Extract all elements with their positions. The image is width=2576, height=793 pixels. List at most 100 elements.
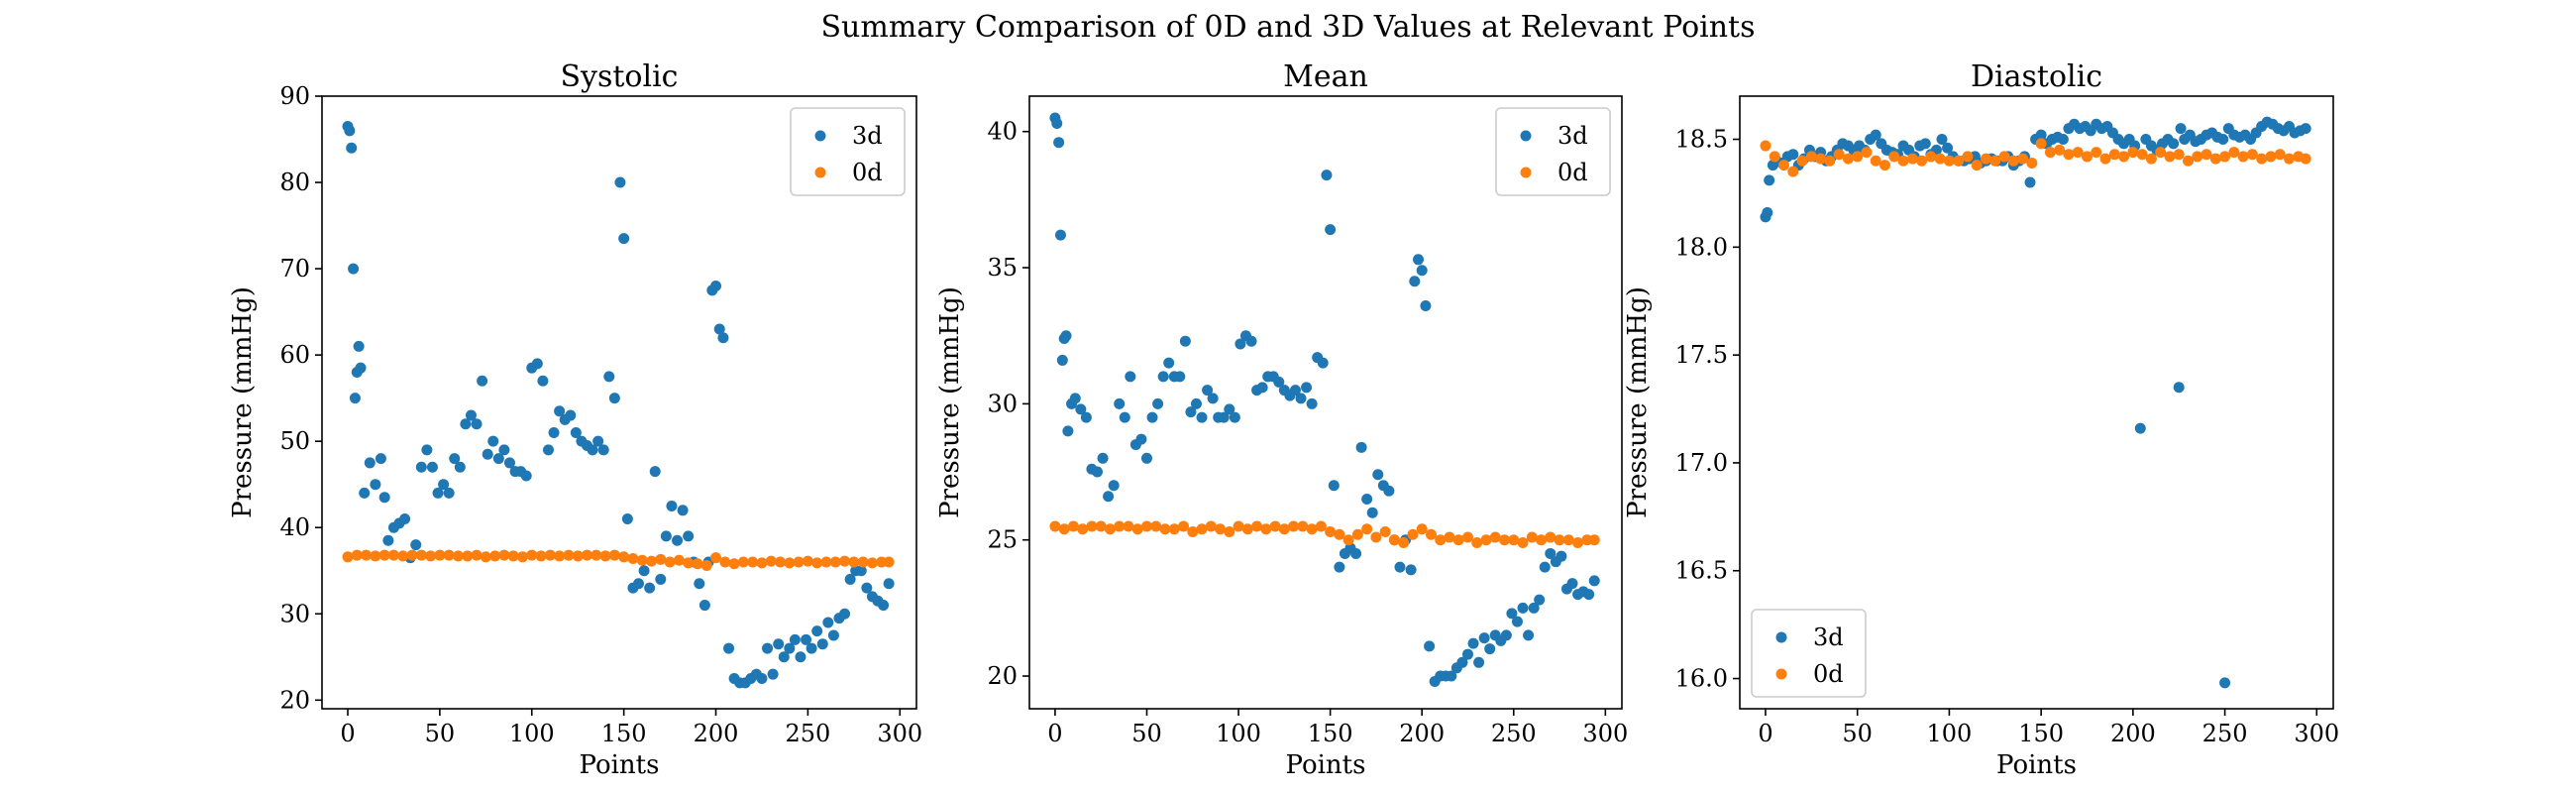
point-3d [1478, 632, 1490, 644]
x-tick-label: 50 [425, 720, 456, 747]
point-0d [1916, 155, 1928, 167]
point-0d [1879, 160, 1891, 171]
y-tick-label: 20 [279, 686, 310, 714]
point-0d [1077, 523, 1089, 535]
point-3d [1103, 491, 1115, 503]
point-0d [1998, 151, 2010, 163]
point-3d [2057, 134, 2069, 146]
point-3d [1256, 382, 1268, 394]
legend-marker-3d [1520, 130, 1532, 142]
point-0d [1833, 149, 1845, 161]
point-0d [2173, 149, 2185, 161]
x-tick-label: 100 [1216, 720, 1261, 747]
point-3d [1500, 629, 1512, 641]
point-3d [1394, 561, 1406, 573]
point-0d [1554, 534, 1565, 546]
point-3d [1534, 594, 1546, 606]
point-0d [1471, 536, 1483, 548]
point-0d [1934, 153, 1946, 165]
x-axis-label: Points [1286, 750, 1366, 780]
legend-label-0d: 0d [852, 159, 883, 186]
point-0d [1278, 523, 1290, 535]
point-0d [1815, 153, 1827, 165]
point-0d [1416, 523, 1428, 535]
point-0d [462, 550, 474, 562]
x-tick-label: 0 [1758, 720, 1772, 747]
point-3d [1317, 357, 1329, 369]
point-0d [1067, 520, 1079, 532]
point-3d [1056, 354, 1068, 366]
point-3d [1234, 338, 1246, 350]
point-3d [784, 642, 796, 654]
point-0d [683, 557, 695, 569]
point-3d [1383, 485, 1395, 497]
point-3d [542, 444, 554, 456]
point-0d [590, 549, 602, 561]
point-0d [1379, 525, 1391, 537]
legend-marker-3d [1775, 631, 1787, 643]
point-3d [432, 487, 444, 499]
point-3d [2035, 129, 2047, 141]
data-points [342, 120, 895, 689]
y-tick-label: 40 [987, 118, 1018, 146]
point-3d [1456, 656, 1468, 668]
point-0d [1824, 155, 1836, 167]
point-0d [1150, 520, 1162, 532]
point-3d [1506, 608, 1518, 620]
legend-marker-0d [1775, 668, 1787, 680]
point-3d [370, 479, 381, 491]
subplot-1: Mean 0 50 100 150 200 250 300 20 25 30 35 40 Points Pr… [935, 59, 1628, 780]
point-3d [1080, 411, 1092, 423]
point-0d [572, 550, 584, 562]
point-3d [1936, 134, 1948, 146]
point-0d [1508, 534, 1520, 546]
point-0d [2136, 149, 2148, 161]
legend-marker-3d [814, 130, 826, 142]
point-0d [756, 557, 768, 569]
x-tick-label: 200 [2110, 720, 2156, 747]
point-3d [449, 453, 461, 465]
point-3d [1108, 480, 1120, 492]
point-0d [1562, 534, 1574, 546]
point-0d [1288, 520, 1300, 532]
point-3d [454, 461, 466, 473]
point-0d [351, 549, 363, 561]
point-0d [848, 556, 860, 568]
point-3d [1054, 229, 1066, 241]
y-tick-label: 25 [987, 526, 1018, 554]
x-tick-label: 250 [1491, 720, 1537, 747]
point-0d [1159, 523, 1171, 535]
point-3d [778, 651, 790, 663]
x-tick-label: 0 [1047, 720, 1062, 747]
point-3d [492, 453, 504, 465]
point-0d [1452, 534, 1464, 546]
point-3d [1174, 371, 1186, 383]
point-0d [1398, 536, 1410, 548]
point-0d [2300, 153, 2311, 165]
point-3d [1350, 547, 1362, 559]
point-3d [1583, 589, 1595, 601]
point-0d [1131, 523, 1143, 535]
point-3d [698, 600, 710, 612]
point-0d [1489, 531, 1501, 543]
point-0d [719, 556, 731, 568]
point-0d [1325, 525, 1337, 537]
x-tick-label: 200 [694, 720, 739, 747]
point-3d [1787, 149, 1799, 161]
point-0d [489, 550, 501, 562]
point-0d [452, 550, 464, 562]
point-3d [375, 453, 386, 465]
point-0d [765, 555, 777, 567]
point-0d [1888, 151, 1900, 163]
point-3d [346, 142, 358, 154]
point-0d [646, 555, 658, 567]
point-3d [1051, 117, 1063, 129]
x-tick-label: 250 [785, 720, 830, 747]
point-3d [1075, 403, 1087, 415]
y-tick-label: 16.5 [1675, 557, 1728, 585]
subplot-0: Systolic 0 50 100 150 200 250 300 20 30 40 50 60 70 80… [228, 59, 922, 780]
point-0d [1778, 160, 1790, 171]
point-0d [820, 556, 832, 568]
point-3d [1556, 550, 1567, 562]
point-0d [692, 558, 703, 570]
